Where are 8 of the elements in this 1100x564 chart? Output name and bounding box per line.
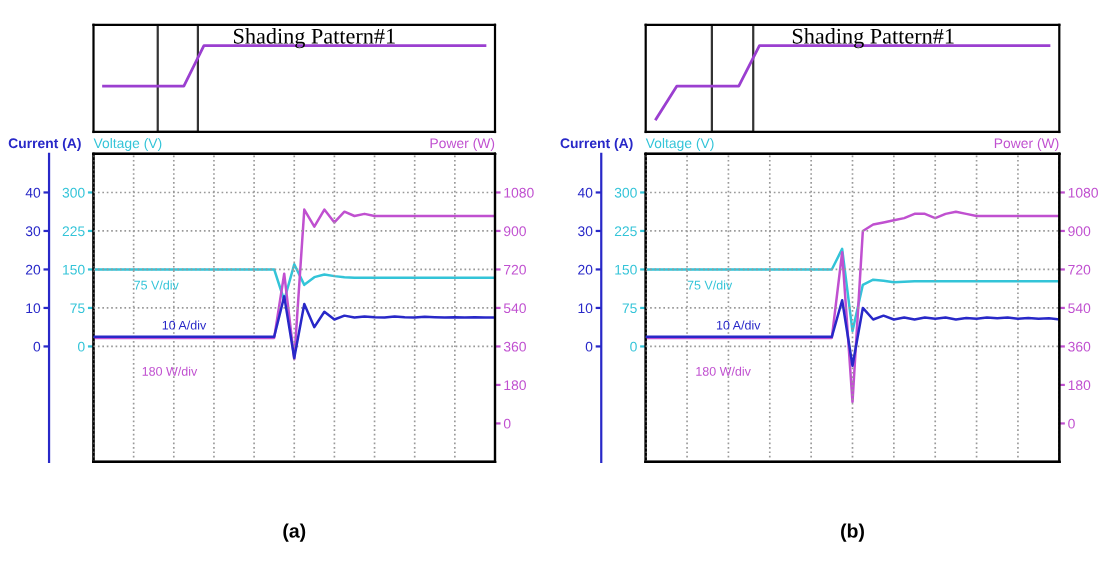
line-series: [645, 210, 1060, 404]
line-series: [93, 295, 495, 360]
text: (b): [841, 523, 864, 542]
line-series: [93, 208, 495, 361]
chart-title: Shading Pattern#1: [234, 28, 395, 49]
text: (a): [283, 523, 306, 542]
line-series: [645, 299, 1060, 367]
chart-title: Shading Pattern#1: [792, 28, 954, 49]
